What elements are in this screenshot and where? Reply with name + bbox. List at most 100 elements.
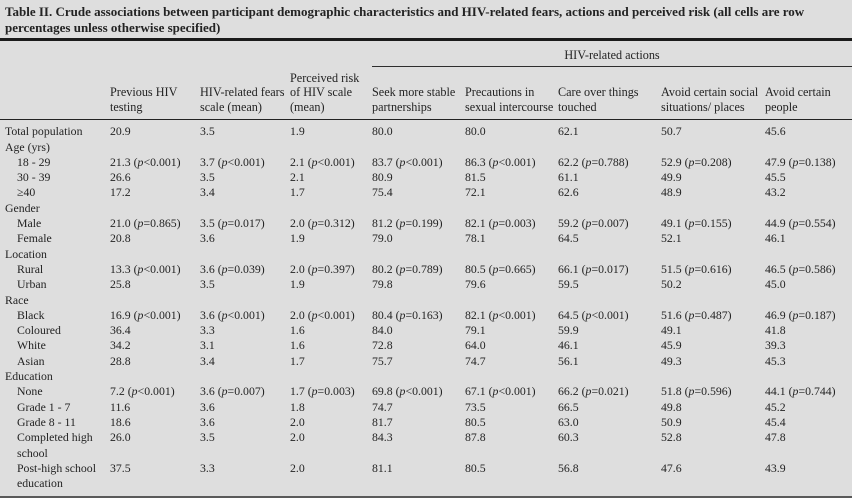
data-cell: 51.6 (p=0.487): [661, 308, 765, 323]
p-open-paren: (: [133, 154, 138, 169]
p-value: <0.001: [317, 154, 351, 169]
data-cell: 2.0 (p<0.001): [290, 308, 372, 323]
data-cell: 3.3: [200, 460, 215, 475]
row-label: Grade 1 - 7: [17, 399, 71, 414]
p-symbol: p: [131, 384, 138, 399]
cell-value: 51.6: [661, 307, 682, 322]
p-close-paren: ): [438, 154, 443, 169]
p-open-paren: (: [307, 307, 312, 322]
p-open-paren: (: [127, 384, 132, 399]
data-cell: 62.6: [558, 185, 579, 200]
p-open-paren: (: [581, 261, 586, 276]
data-cell: 80.9: [372, 170, 393, 185]
cell-value: 3.6: [200, 384, 215, 399]
data-cell: 62.2 (p=0.788): [558, 155, 661, 170]
cell-value: 3.6: [200, 261, 215, 276]
row-label-header: [0, 66, 110, 121]
column-header: Seek more stable partnerships: [372, 66, 465, 121]
p-value: =0.312: [317, 216, 351, 231]
cell-value: 59.2: [558, 216, 579, 231]
p-value: =0.007: [591, 216, 625, 231]
data-cell: 52.9 (p=0.208): [661, 155, 765, 170]
cell-value: 2.0: [290, 261, 305, 276]
p-close-paren: ): [438, 261, 443, 276]
data-cell: 45.3: [765, 353, 786, 368]
data-cell: 86.3 (p<0.001): [465, 155, 558, 170]
data-cell: 49.1: [661, 323, 682, 338]
cell-value: 80.2: [372, 261, 393, 276]
row-label: Completed high school: [17, 430, 93, 460]
p-close-paren: ): [727, 154, 732, 169]
data-cell: 59.5: [558, 277, 579, 292]
data-cell: 50.7: [661, 124, 682, 139]
column-header: Precautions in sexual intercourse: [465, 66, 558, 121]
p-symbol: p: [585, 261, 592, 276]
table-row: 18 - 29 21.3 (p<0.001) 3.7 (p<0.001) 2.1 (p…: [0, 155, 852, 170]
p-symbol: p: [221, 261, 228, 276]
p-open-paren: (: [581, 307, 586, 322]
p-symbol: p: [399, 384, 406, 399]
p-value: <0.001: [137, 384, 171, 399]
data-cell: 41.8: [765, 323, 786, 338]
p-close-paren: ): [350, 384, 355, 399]
row-label: Education: [5, 369, 53, 384]
p-open-paren: (: [395, 307, 400, 322]
cell-value: 81.2: [372, 216, 393, 231]
cell-value: 62.2: [558, 154, 579, 169]
cell-value: 66.2: [558, 384, 579, 399]
p-symbol: p: [137, 261, 144, 276]
p-open-paren: (: [788, 307, 793, 322]
data-cell: 20.8: [110, 231, 131, 246]
cell-value: 13.3: [110, 261, 131, 276]
table-row: Grade 8 - 11 18.6 3.6 2.0 81.7 80.5 63.0 50.9 45…: [0, 415, 852, 430]
p-close-paren: ): [260, 216, 265, 231]
p-close-paren: ): [350, 261, 355, 276]
p-open-paren: (: [684, 307, 689, 322]
data-cell: 80.0: [372, 124, 393, 139]
p-close-paren: ): [438, 384, 443, 399]
p-close-paren: ): [170, 384, 175, 399]
p-open-paren: (: [217, 216, 222, 231]
p-symbol: p: [492, 154, 499, 169]
data-cell: 81.1: [372, 460, 393, 475]
row-label: Post-high school education: [17, 460, 96, 491]
data-cell: 48.9: [661, 185, 682, 200]
p-close-paren: ): [260, 384, 265, 399]
p-close-paren: ): [727, 384, 732, 399]
data-cell: 50.2: [661, 277, 682, 292]
row-label: Coloured: [17, 323, 61, 338]
row-label: Black: [17, 307, 45, 322]
p-symbol: p: [792, 216, 799, 231]
p-close-paren: ): [176, 154, 181, 169]
p-symbol: p: [492, 307, 499, 322]
data-cell: 81.2 (p=0.199): [372, 216, 465, 231]
p-value: =0.789: [405, 261, 439, 276]
p-value: =0.017: [591, 261, 625, 276]
data-cell: 1.7 (p=0.003): [290, 384, 372, 399]
data-cell: 64.5: [558, 231, 579, 246]
data-cell: 3.6 (p=0.039): [200, 262, 290, 277]
p-open-paren: (: [488, 216, 493, 231]
data-cell: 47.9 (p=0.138): [765, 155, 852, 170]
data-cell: 1.6: [290, 323, 305, 338]
p-open-paren: (: [217, 384, 222, 399]
row-label: Female: [17, 231, 52, 246]
table-row: ≥40 17.2 3.4 1.7 75.4 72.1 62.6 48.9 43.2: [0, 185, 852, 200]
span-header-spacer: [0, 41, 372, 67]
data-cell: 3.3: [200, 323, 215, 338]
data-cell: 3.1: [200, 338, 215, 353]
data-cell: 79.6: [465, 277, 486, 292]
data-cell: 61.1: [558, 170, 579, 185]
p-open-paren: (: [788, 261, 793, 276]
cell-value: 21.3: [110, 154, 131, 169]
data-cell: 45.9: [661, 338, 682, 353]
data-cell: 3.7 (p<0.001): [200, 155, 290, 170]
p-close-paren: ): [531, 216, 536, 231]
data-cell: 75.7: [372, 353, 393, 368]
data-cell: 46.1: [765, 231, 786, 246]
data-cell: 63.0: [558, 414, 579, 429]
p-close-paren: ): [727, 261, 732, 276]
data-cell: 3.6: [200, 399, 215, 414]
data-cell: 3.5: [200, 430, 215, 445]
data-cell: 28.8: [110, 353, 131, 368]
